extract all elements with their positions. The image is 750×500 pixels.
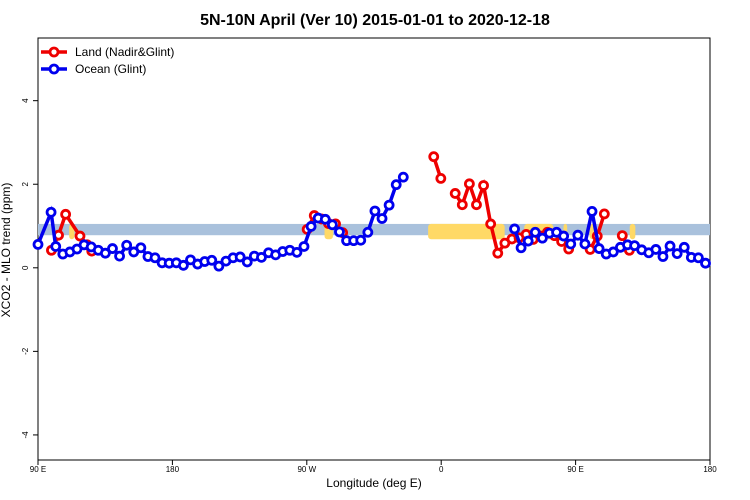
plot-content: [32, 151, 711, 272]
data-point: [700, 257, 711, 269]
data-point: [607, 246, 619, 258]
x-tick-label: 0: [439, 465, 444, 474]
data-point: [74, 230, 86, 242]
data-point: [478, 180, 489, 191]
data-point: [693, 252, 704, 264]
data-point: [178, 259, 189, 271]
data-point: [463, 178, 475, 190]
x-tick-label: 90 E: [567, 465, 583, 474]
data-point: [616, 230, 628, 242]
data-point: [397, 171, 409, 183]
data-point: [485, 218, 497, 230]
data-point: [383, 199, 395, 211]
data-point: [529, 226, 541, 238]
y-tick-label: -4: [21, 431, 30, 439]
data-point: [456, 199, 468, 211]
data-point: [492, 247, 504, 259]
y-tick-label: -2: [21, 347, 30, 355]
data-point: [355, 234, 367, 246]
data-point: [234, 251, 246, 263]
data-point: [99, 247, 111, 259]
series-ocean: [32, 171, 711, 272]
y-tick-label: 2: [21, 181, 30, 186]
data-point: [135, 242, 147, 254]
land-yellow-patch: [629, 223, 636, 240]
data-point: [471, 199, 482, 211]
data-point: [362, 226, 374, 238]
data-point: [45, 206, 57, 218]
data-point: [32, 239, 44, 250]
data-point: [522, 235, 534, 247]
data-point: [664, 240, 676, 252]
data-point: [593, 243, 605, 254]
data-point: [598, 208, 610, 220]
legend-label: Land (Nadir&Glint): [75, 45, 174, 59]
data-point: [428, 151, 440, 163]
data-point: [298, 241, 310, 252]
y-tick-label: 0: [21, 265, 30, 270]
data-point: [334, 226, 345, 238]
legend-label: Ocean (Glint): [75, 62, 146, 76]
data-point: [114, 250, 125, 262]
chart-title: 5N-10N April (Ver 10) 2015-01-01 to 2020…: [200, 12, 550, 29]
data-point: [579, 238, 591, 250]
data-point: [449, 188, 461, 199]
legend: Land (Nadir&Glint) Ocean (Glint): [41, 45, 174, 76]
data-point: [305, 221, 317, 232]
y-axis: -4 -2 0 2 4: [21, 98, 38, 439]
x-tick-label: 90 E: [30, 465, 46, 474]
data-point: [558, 230, 570, 242]
legend-marker: [48, 63, 60, 75]
data-point: [678, 241, 690, 253]
data-point: [536, 232, 548, 244]
data-point: [369, 205, 381, 217]
data-point: [60, 208, 72, 220]
data-point: [376, 213, 388, 224]
reference-band: [38, 223, 710, 236]
data-point: [256, 251, 267, 263]
x-tick-label: 90 W: [297, 465, 316, 474]
data-point: [206, 254, 218, 266]
data-point: [509, 223, 520, 235]
data-point: [241, 256, 253, 268]
data-point: [390, 179, 402, 191]
data-point: [586, 205, 598, 217]
data-point: [291, 246, 303, 258]
data-point: [319, 213, 331, 225]
data-point: [572, 229, 584, 241]
x-tick-label: 180: [166, 465, 180, 474]
data-point: [121, 239, 133, 251]
data-point: [149, 252, 161, 264]
data-point: [50, 241, 62, 252]
data-point: [671, 248, 683, 259]
data-point: [565, 238, 577, 250]
data-point: [107, 243, 118, 254]
x-axis: 90 E 180 90 W 0 90 E 180: [30, 460, 717, 474]
x-tick-label: 180: [703, 465, 717, 474]
data-point: [435, 172, 447, 184]
y-axis-label: XCO2 - MLO trend (ppm): [0, 183, 13, 318]
data-point: [515, 242, 527, 254]
data-point: [657, 251, 669, 262]
y-tick-label: 4: [21, 98, 30, 103]
data-point: [213, 260, 225, 272]
data-point: [650, 244, 662, 255]
data-point: [326, 219, 338, 231]
land-yellow-patch: [428, 223, 505, 240]
x-axis-label: Longitude (deg E): [326, 476, 421, 490]
legend-marker: [48, 46, 60, 58]
